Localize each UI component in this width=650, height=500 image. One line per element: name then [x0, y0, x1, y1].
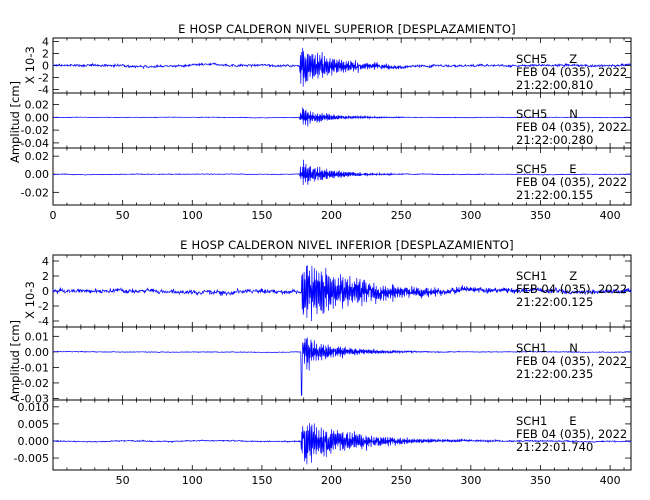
- y-tick-label: -0.02: [21, 377, 49, 390]
- y-tick-label: 0.01: [25, 330, 50, 343]
- x-tick-label: 250: [391, 209, 412, 222]
- chart-title: E HOSP CALDERON NIVEL INFERIOR [DESPLAZA…: [180, 238, 514, 252]
- y-tick-label: 4: [42, 255, 49, 268]
- waveform-series: [52, 337, 632, 396]
- time-label: 21:22:00.155: [516, 188, 593, 202]
- station-code: SCH1: [516, 414, 547, 428]
- y-tick-label: -0.01: [21, 361, 49, 374]
- y-tick-label: 2: [42, 270, 49, 283]
- time-label: 21:22:00.280: [516, 133, 593, 147]
- y-tick-label: -4: [38, 83, 49, 96]
- date-label: FEB 04 (035), 2022: [516, 175, 627, 189]
- component-code: E: [569, 414, 576, 428]
- station-label: SCH5 E: [516, 162, 577, 176]
- waveform-series: [53, 107, 632, 127]
- station-label: SCH5 N: [516, 107, 578, 121]
- station-code: SCH5: [516, 52, 547, 66]
- x-tick-label: 250: [391, 474, 412, 487]
- x-tick-label: 200: [321, 474, 342, 487]
- x-tick-label: 350: [530, 474, 551, 487]
- y-tick-label: 0.00: [25, 168, 50, 181]
- y-axis-label: Amplitud [cm]: [8, 81, 22, 163]
- date-label: FEB 04 (035), 2022: [516, 354, 627, 368]
- station-label: SCH1 Z: [516, 269, 577, 283]
- y-tick-label: 0.02: [25, 150, 50, 163]
- x-tick-label: 400: [600, 209, 621, 222]
- x-tick-label: 150: [251, 474, 272, 487]
- station-label: SCH1 E: [516, 414, 577, 428]
- x-tick-label: 150: [251, 209, 272, 222]
- chart-title: E HOSP CALDERON NIVEL SUPERIOR [DESPLAZA…: [178, 22, 516, 36]
- x-tick-label: 100: [182, 474, 203, 487]
- y-tick-label: -0.005: [14, 452, 49, 465]
- waveform-series: [52, 159, 632, 186]
- x-tick-label: 50: [116, 209, 130, 222]
- y-scale-label: X 10-3: [23, 46, 37, 84]
- y-tick-label: -0.03: [21, 392, 49, 405]
- y-tick-label: -0.04: [21, 137, 49, 150]
- y-tick-label: 0.02: [25, 99, 50, 112]
- station-code: SCH1: [516, 269, 547, 283]
- waveform-series: [52, 265, 632, 322]
- y-tick-label: 2: [42, 48, 49, 61]
- x-tick-label: 300: [460, 209, 481, 222]
- station-label: SCH5 Z: [516, 52, 577, 66]
- panel-frame: [52, 399, 632, 471]
- y-tick-label: 0.010: [18, 401, 50, 414]
- date-label: FEB 04 (035), 2022: [516, 120, 627, 134]
- station-code: SCH5: [516, 107, 547, 121]
- y-tick-label: 0.005: [18, 418, 50, 431]
- x-tick-label: 50: [116, 474, 130, 487]
- y-tick-label: 0.00: [25, 346, 50, 359]
- component-code: N: [569, 341, 578, 355]
- time-label: 21:22:01.740: [516, 440, 593, 454]
- station-code: SCH5: [516, 162, 547, 176]
- date-label: FEB 04 (035), 2022: [516, 65, 627, 79]
- waveform-series: [52, 47, 632, 87]
- x-tick-label: 100: [182, 209, 203, 222]
- x-tick-label: 200: [321, 209, 342, 222]
- waveform-series: [53, 423, 632, 465]
- figure-upper-level: E HOSP CALDERON NIVEL SUPERIOR [DESPLAZA…: [8, 22, 632, 222]
- component-code: E: [569, 162, 576, 176]
- date-label: FEB 04 (035), 2022: [516, 427, 627, 441]
- y-tick-label: 0.000: [18, 435, 50, 448]
- y-tick-label: -2: [38, 300, 49, 313]
- component-code: Z: [569, 52, 577, 66]
- y-tick-label: -2: [38, 71, 49, 84]
- date-label: FEB 04 (035), 2022: [516, 282, 627, 296]
- time-label: 21:22:00.125: [516, 295, 593, 309]
- y-tick-label: 4: [42, 36, 49, 49]
- panel-frame: [52, 147, 632, 206]
- x-tick-label: 0: [50, 209, 57, 222]
- y-tick-label: -4: [38, 315, 49, 328]
- y-tick-label: 0: [42, 285, 49, 298]
- x-tick-label: 300: [460, 474, 481, 487]
- station-code: SCH1: [516, 341, 547, 355]
- y-axis-label: Amplitud [cm]: [8, 320, 22, 402]
- y-tick-label: -0.02: [21, 124, 49, 137]
- x-tick-label: 400: [600, 474, 621, 487]
- y-scale-label: X 10-3: [23, 281, 37, 319]
- time-label: 21:22:00.810: [516, 78, 593, 92]
- y-tick-label: -0.02: [21, 186, 49, 199]
- y-tick-label: 0: [42, 60, 49, 73]
- figure-lower-level: E HOSP CALDERON NIVEL INFERIOR [DESPLAZA…: [8, 238, 632, 487]
- component-code: N: [569, 107, 578, 121]
- y-tick-label: 0.00: [25, 111, 50, 124]
- station-label: SCH1 N: [516, 341, 578, 355]
- x-tick-label: 350: [530, 209, 551, 222]
- component-code: Z: [569, 269, 577, 283]
- time-label: 21:22:00.235: [516, 367, 593, 381]
